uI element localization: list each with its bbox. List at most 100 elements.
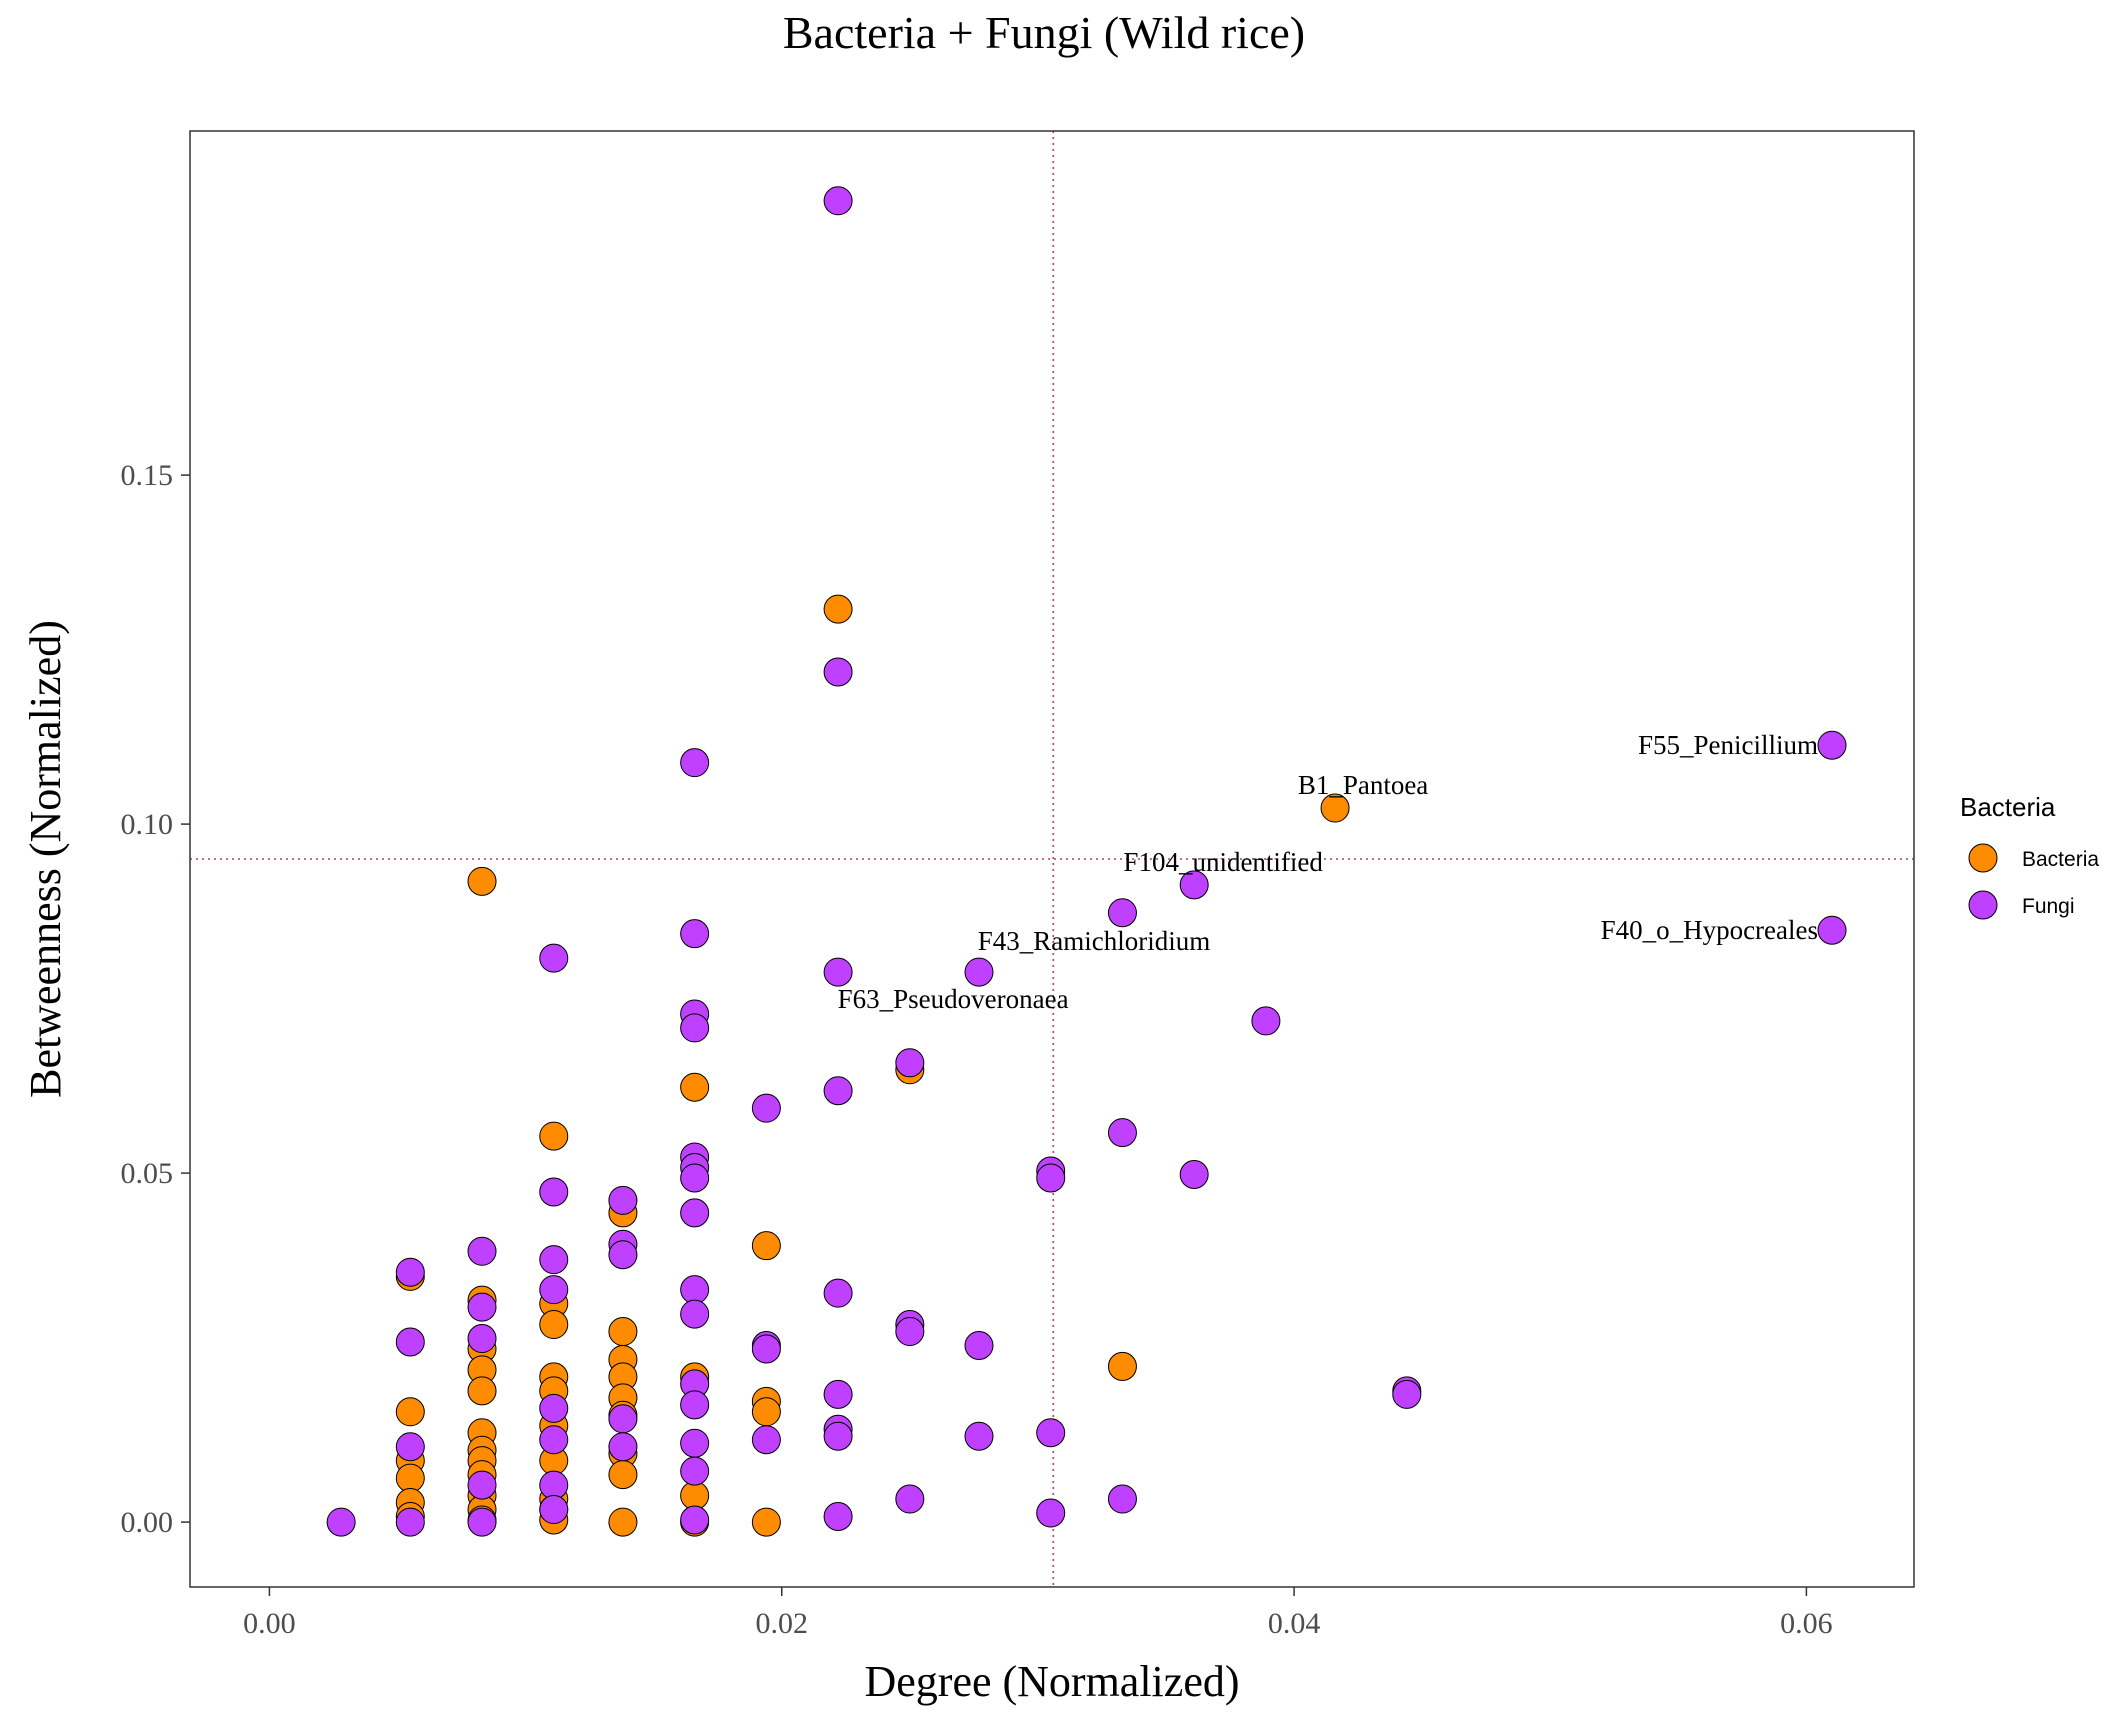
- x-tick-label: 0.00: [243, 1607, 296, 1640]
- x-tick-label: 0.04: [1268, 1607, 1321, 1640]
- data-point-fungi: [539, 1495, 569, 1525]
- data-point-bacteria: [608, 1507, 638, 1537]
- data-point-fungi: [751, 1425, 781, 1455]
- data-point-fungi: [895, 1484, 925, 1514]
- series-bacteria: [395, 594, 1350, 1537]
- point-annotations: F55_Penicillium B1_Pantoea F104_unidentifi…: [838, 730, 1818, 1014]
- data-point-fungi: [1107, 1118, 1137, 1148]
- data-point-bacteria: [680, 1072, 710, 1102]
- data-point-fungi: [680, 1456, 710, 1486]
- data-point-bacteria: [395, 1397, 425, 1427]
- data-point-fungi: [751, 1334, 781, 1364]
- data-point-fungi: [539, 943, 569, 973]
- x-tick-label: 0.06: [1780, 1607, 1833, 1640]
- data-point-fungi: [608, 1240, 638, 1270]
- data-point-fungi: [823, 1076, 853, 1106]
- y-tick-label: 0.15: [121, 459, 174, 492]
- data-point-bacteria: [680, 1481, 710, 1511]
- series-fungi: [326, 186, 1847, 1537]
- data-point-fungi: [467, 1470, 497, 1500]
- data-point-fungi: [395, 1507, 425, 1537]
- data-point-fungi: [1392, 1379, 1422, 1409]
- data-point-fungi: [467, 1292, 497, 1322]
- data-point-fungi: [680, 1198, 710, 1228]
- point-label: F63_Pseudoveronaea: [838, 984, 1069, 1014]
- legend-key-bacteria: [1968, 843, 1998, 873]
- plot-panel-border: [189, 130, 1915, 1588]
- x-axis-ticks: 0.00 0.02 0.04 0.06: [243, 1587, 1833, 1640]
- x-axis-title: Degree (Normalized): [864, 1657, 1239, 1706]
- data-point-bacteria: [467, 1376, 497, 1406]
- data-point-fungi: [1036, 1163, 1066, 1193]
- data-point-fungi: [1817, 915, 1847, 945]
- data-point-fungi: [964, 957, 994, 987]
- data-point-fungi: [680, 1275, 710, 1305]
- data-point-fungi: [608, 1185, 638, 1215]
- y-tick-label: 0.00: [121, 1506, 174, 1539]
- x-tick-label: 0.02: [755, 1607, 808, 1640]
- data-point-fungi: [326, 1507, 356, 1537]
- data-point-fungi: [895, 1048, 925, 1078]
- data-point-fungi: [539, 1245, 569, 1275]
- data-point-fungi: [680, 1163, 710, 1193]
- data-point-fungi: [395, 1432, 425, 1462]
- data-point-fungi: [823, 1502, 853, 1532]
- y-axis-title: Betweenness (Normalized): [21, 620, 70, 1098]
- data-point-fungi: [1036, 1498, 1066, 1528]
- legend: Bacteria Bacteria Fungi: [1960, 792, 2099, 920]
- data-point-fungi: [395, 1257, 425, 1287]
- legend-title: Bacteria: [1960, 792, 2056, 822]
- legend-key-fungi: [1968, 890, 1998, 920]
- data-point-fungi: [467, 1324, 497, 1354]
- point-label: F40_o_Hypocreales: [1601, 915, 1818, 945]
- data-point-fungi: [1179, 870, 1209, 900]
- chart-title: Bacteria + Fungi (Wild rice): [783, 7, 1305, 58]
- y-axis-ticks: 0.00 0.05 0.10 0.15: [121, 459, 190, 1539]
- data-point-fungi: [964, 1421, 994, 1451]
- data-point-fungi: [395, 1327, 425, 1357]
- legend-label-fungi: Fungi: [2022, 895, 2075, 918]
- data-point-bacteria: [751, 1397, 781, 1427]
- data-point-fungi: [1107, 898, 1137, 928]
- point-label: B1_Pantoea: [1298, 770, 1428, 800]
- data-point-bacteria: [751, 1231, 781, 1261]
- data-point-fungi: [608, 1432, 638, 1462]
- data-point-bacteria: [608, 1460, 638, 1490]
- data-point-fungi: [539, 1177, 569, 1207]
- data-point-fungi: [895, 1317, 925, 1347]
- data-point-fungi: [680, 919, 710, 949]
- data-point-bacteria: [395, 1463, 425, 1493]
- data-point-fungi: [608, 1404, 638, 1434]
- data-point-fungi: [823, 657, 853, 687]
- data-point-fungi: [823, 1421, 853, 1451]
- data-point-fungi: [539, 1393, 569, 1423]
- data-point-bacteria: [608, 1317, 638, 1347]
- data-point-fungi: [680, 1428, 710, 1458]
- data-point-bacteria: [467, 866, 497, 896]
- data-point-bacteria: [539, 1310, 569, 1340]
- data-point-fungi: [467, 1507, 497, 1537]
- y-tick-label: 0.05: [121, 1157, 174, 1190]
- data-point-fungi: [539, 1470, 569, 1500]
- point-label: F43_Ramichloridium: [978, 926, 1211, 956]
- data-point-fungi: [680, 748, 710, 778]
- data-point-fungi: [751, 1093, 781, 1123]
- data-point-bacteria: [823, 594, 853, 624]
- data-point-fungi: [680, 1505, 710, 1535]
- data-point-fungi: [823, 1379, 853, 1409]
- data-point-fungi: [823, 957, 853, 987]
- data-point-bacteria: [751, 1507, 781, 1537]
- data-point-fungi: [539, 1275, 569, 1305]
- data-point-bacteria: [1107, 1351, 1137, 1381]
- legend-label-bacteria: Bacteria: [2022, 848, 2099, 871]
- data-point-fungi: [1817, 730, 1847, 760]
- data-point-fungi: [823, 1278, 853, 1308]
- data-point-fungi: [964, 1330, 994, 1360]
- data-point-fungi: [1251, 1006, 1281, 1036]
- data-point-fungi: [467, 1236, 497, 1266]
- data-point-fungi: [680, 1390, 710, 1420]
- data-point-fungi: [1107, 1484, 1137, 1514]
- data-points: [326, 186, 1847, 1537]
- point-label: F104_unidentified: [1123, 847, 1323, 877]
